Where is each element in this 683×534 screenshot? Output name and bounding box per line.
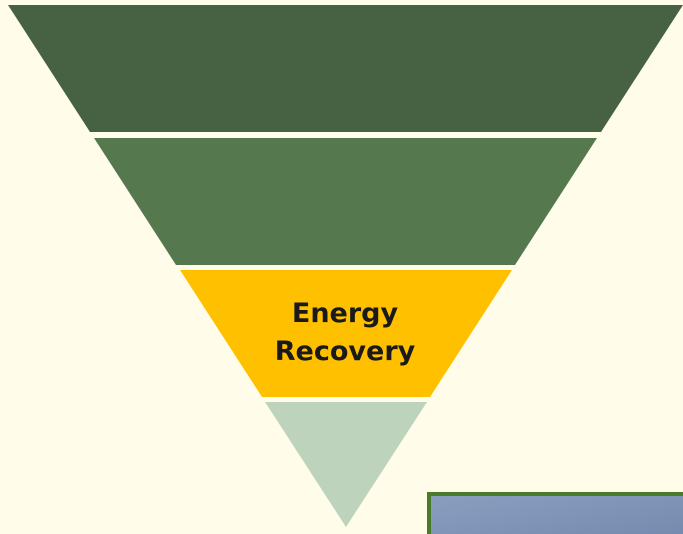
diagram bbox=[0, 0, 683, 534]
pyramid-level-1 bbox=[8, 5, 683, 132]
pyramid-level-4 bbox=[265, 402, 427, 527]
pyramid-level-2 bbox=[94, 138, 597, 265]
page: Energy Recovery (() => { const data = JS… bbox=[0, 0, 683, 534]
level-label: Energy Recovery bbox=[265, 295, 425, 371]
picture-box bbox=[429, 494, 683, 534]
